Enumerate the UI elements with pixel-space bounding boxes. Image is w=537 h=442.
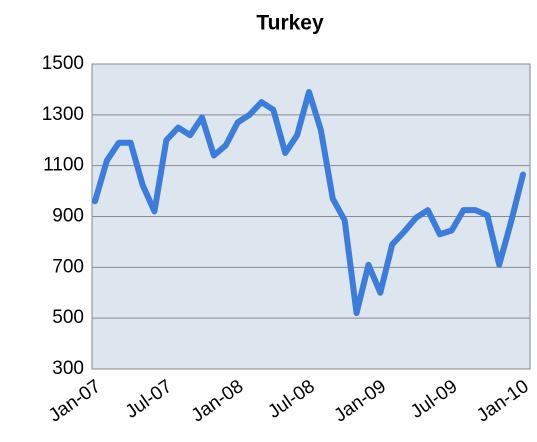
chart-title: Turkey: [256, 12, 324, 35]
y-tick-label: 1300: [42, 104, 84, 125]
y-tick-label: 1500: [42, 53, 84, 74]
x-tick-label: Jan-10: [473, 376, 533, 427]
x-tick-label: Jan-07: [45, 376, 105, 427]
y-tick-label: 700: [52, 256, 84, 277]
y-tick-label: 300: [52, 358, 84, 379]
line-series: [92, 88, 526, 317]
y-tick-label: 500: [52, 307, 84, 328]
x-tick-label: Jan-08: [188, 376, 248, 427]
x-tick-label: Jul-09: [407, 376, 461, 423]
x-tick-label: Jul-08: [264, 376, 318, 423]
y-tick-label: 1100: [43, 155, 84, 176]
x-tick-label: Jul-07: [122, 376, 176, 423]
x-tick-label: Jan-09: [330, 376, 390, 427]
y-tick-label: 900: [52, 206, 84, 227]
